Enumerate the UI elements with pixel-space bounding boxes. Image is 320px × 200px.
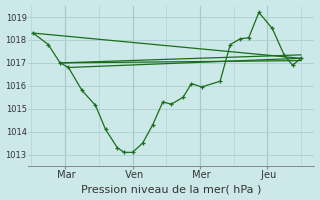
X-axis label: Pression niveau de la mer( hPa ): Pression niveau de la mer( hPa ) [81,184,261,194]
